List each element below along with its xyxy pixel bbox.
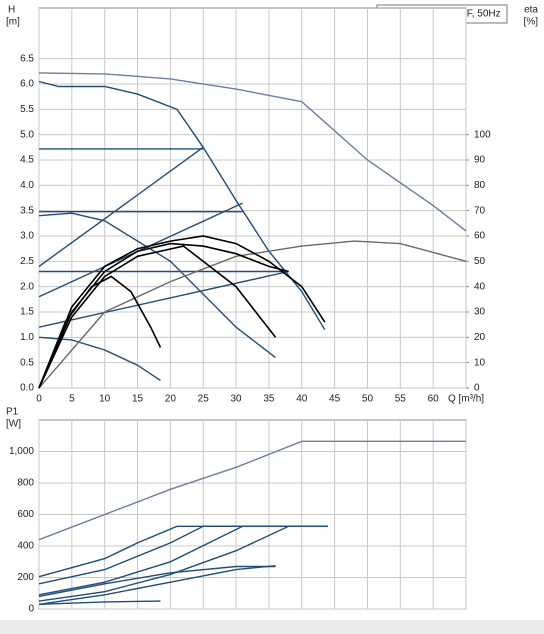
curve xyxy=(38,525,328,602)
y-axis-label: P1 xyxy=(6,407,19,418)
curve xyxy=(38,440,466,541)
x-tick-label: 55 xyxy=(395,394,407,405)
x-tick-label: 40 xyxy=(296,394,308,405)
curve xyxy=(38,525,328,596)
y-tick-label: 200 xyxy=(17,572,34,583)
y-tick-label: 6.5 xyxy=(20,53,34,64)
y2-tick-label: 40 xyxy=(474,281,486,292)
y2-tick-label: 100 xyxy=(474,129,491,140)
curve xyxy=(38,275,162,389)
y2-tick-label: 50 xyxy=(474,256,486,267)
y2-tick-label: 10 xyxy=(474,357,486,368)
x-tick-label: 30 xyxy=(231,394,243,405)
y-axis-unit: [W] xyxy=(6,419,21,430)
y2-tick-label: 30 xyxy=(474,307,486,318)
y-tick-label: 400 xyxy=(17,541,34,552)
y2-axis-label: eta xyxy=(524,5,538,16)
y2-tick-label: 0 xyxy=(474,383,480,394)
y-tick-label: 5.5 xyxy=(20,104,34,115)
x-tick-label: 10 xyxy=(99,394,111,405)
y-tick-label: 0 xyxy=(28,604,34,615)
curve xyxy=(38,72,467,232)
y-tick-label: 800 xyxy=(17,478,34,489)
y2-tick-label: 20 xyxy=(474,332,486,343)
y-tick-label: 1.0 xyxy=(20,332,34,343)
y-tick-label: 5.0 xyxy=(20,129,34,140)
curve xyxy=(38,565,276,605)
x-tick-label: 5 xyxy=(69,394,75,405)
curve xyxy=(38,270,289,328)
y2-axis-unit: [%] xyxy=(524,17,539,28)
x-tick-label: 15 xyxy=(132,394,144,405)
curve xyxy=(38,240,467,389)
y-tick-label: 0.5 xyxy=(20,357,34,368)
x-tick-label: 20 xyxy=(165,394,177,405)
y-tick-label: 2.5 xyxy=(20,256,34,267)
x-tick-label: 50 xyxy=(362,394,374,405)
curve xyxy=(38,235,326,389)
curve xyxy=(38,146,204,267)
y2-tick-label: 90 xyxy=(474,155,486,166)
x-tick-label: Q [m³/h] xyxy=(448,394,484,405)
y-tick-label: 1,000 xyxy=(9,446,34,457)
y2-tick-label: 60 xyxy=(474,231,486,242)
y-tick-label: 6.0 xyxy=(20,79,34,90)
x-tick-label: 35 xyxy=(263,394,275,405)
plot-area xyxy=(38,7,467,389)
y-tick-label: 2.0 xyxy=(20,281,34,292)
x-tick-label: 45 xyxy=(329,394,341,405)
y-tick-label: 0.0 xyxy=(20,383,34,394)
y-tick-label: 1.5 xyxy=(20,307,34,318)
y-tick-label: 4.5 xyxy=(20,155,34,166)
curve xyxy=(38,565,276,598)
footer-bar xyxy=(0,620,544,634)
y-tick-label: 3.0 xyxy=(20,231,34,242)
y-axis-label: H xyxy=(8,5,15,16)
y2-tick-label: 70 xyxy=(474,205,486,216)
y-tick-label: 600 xyxy=(17,509,34,520)
y-tick-label: 4.0 xyxy=(20,180,34,191)
curve xyxy=(38,212,276,359)
curve xyxy=(38,600,161,605)
x-tick-label: 60 xyxy=(428,394,440,405)
curve xyxy=(38,245,277,389)
y2-tick-label: 80 xyxy=(474,180,486,191)
y-tick-label: 3.5 xyxy=(20,205,34,216)
x-tick-label: 0 xyxy=(36,394,42,405)
x-tick-label: 25 xyxy=(198,394,210,405)
y-axis-unit: [m] xyxy=(6,17,20,28)
